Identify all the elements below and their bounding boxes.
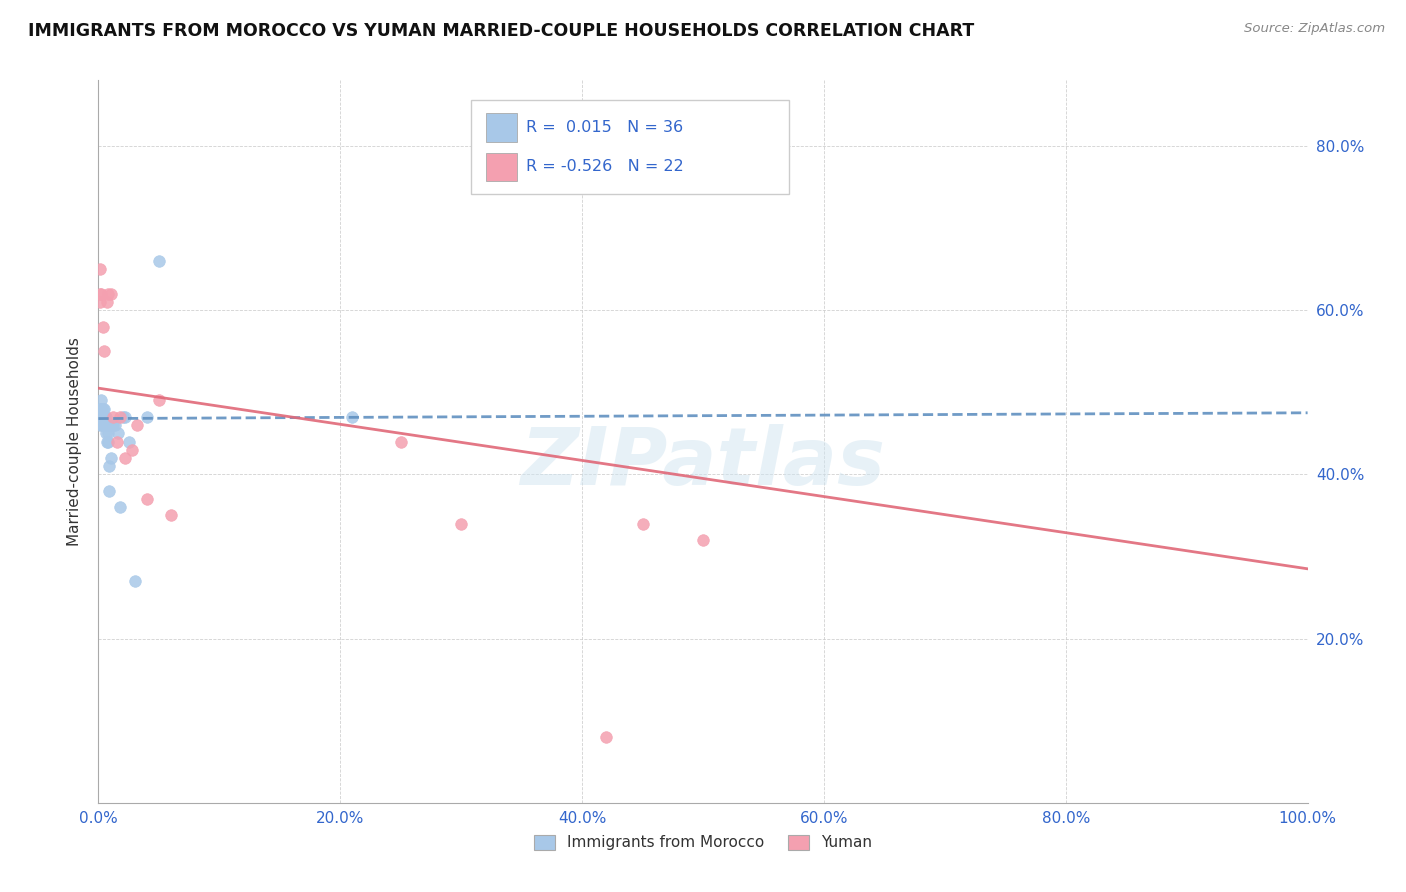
Point (89, 262, 111, 277)
Point (97, 434, 120, 449)
Point (114, 409, 136, 424)
Point (135, 491, 157, 506)
Point (93, 409, 115, 424)
Point (96, 418, 118, 433)
Point (121, 442, 143, 457)
Point (105, 434, 128, 449)
Point (91, 409, 114, 424)
Point (90, 286, 112, 301)
Point (595, 730, 617, 744)
Point (96, 295, 118, 310)
Point (89, 409, 111, 424)
Point (101, 418, 124, 433)
Point (91, 418, 114, 433)
Point (148, 393, 170, 408)
Point (389, 434, 412, 449)
Point (342, 409, 364, 424)
Y-axis label: Married-couple Households: Married-couple Households (67, 337, 83, 546)
Text: R =  0.015   N = 36: R = 0.015 N = 36 (526, 120, 683, 135)
Legend: Immigrants from Morocco, Yuman: Immigrants from Morocco, Yuman (527, 829, 879, 856)
Point (89, 401, 111, 416)
Point (450, 516, 472, 531)
Point (631, 516, 654, 531)
Point (114, 450, 136, 465)
Point (127, 418, 149, 433)
Point (98, 483, 121, 498)
Point (89, 418, 111, 433)
Point (160, 508, 183, 523)
Point (100, 286, 122, 301)
Point (97, 286, 120, 301)
Text: ZIPatlas: ZIPatlas (520, 425, 886, 502)
Point (91, 409, 114, 424)
Point (135, 409, 157, 424)
Point (98, 459, 121, 474)
Point (91, 409, 114, 424)
Point (124, 574, 146, 588)
Point (97, 426, 120, 441)
Point (101, 409, 124, 424)
Point (96, 434, 118, 449)
Point (89, 295, 111, 310)
Point (91, 418, 114, 433)
Point (94, 418, 117, 433)
Point (108, 500, 131, 515)
Point (111, 409, 134, 424)
Point (90, 401, 112, 416)
Point (692, 533, 714, 547)
Point (93, 344, 115, 359)
Text: R = -0.526   N = 22: R = -0.526 N = 22 (526, 160, 683, 174)
Point (118, 434, 141, 449)
Text: Source: ZipAtlas.com: Source: ZipAtlas.com (1244, 22, 1385, 36)
Point (93, 401, 115, 416)
Point (91, 319, 114, 334)
Point (94, 426, 117, 441)
Point (94, 409, 117, 424)
Point (100, 418, 122, 433)
Point (100, 450, 122, 465)
Point (107, 426, 129, 441)
Point (108, 409, 131, 424)
Text: IMMIGRANTS FROM MOROCCO VS YUMAN MARRIED-COUPLE HOUSEHOLDS CORRELATION CHART: IMMIGRANTS FROM MOROCCO VS YUMAN MARRIED… (28, 22, 974, 40)
Point (89, 286, 111, 301)
Point (90, 393, 112, 408)
Point (148, 253, 170, 268)
Point (104, 418, 127, 433)
Point (93, 409, 115, 424)
Point (91, 401, 114, 416)
